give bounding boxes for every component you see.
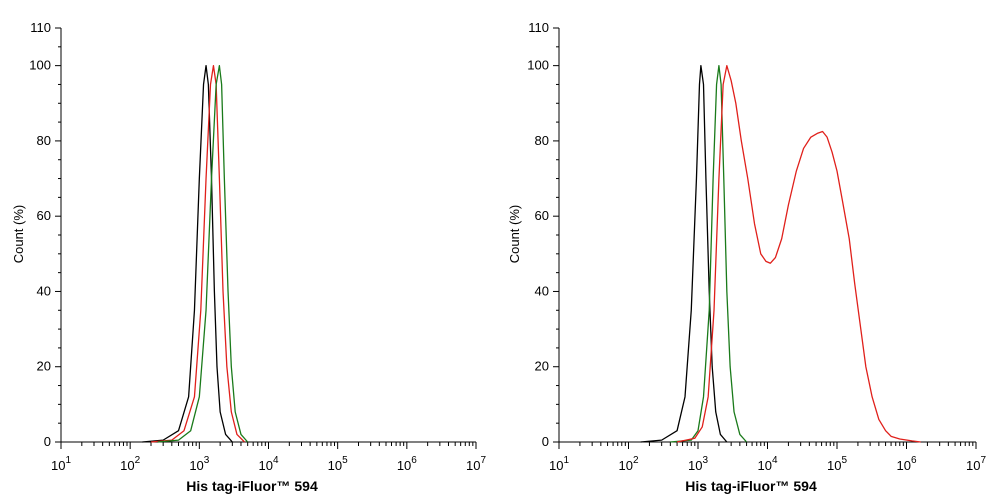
x-tick-label: 102 xyxy=(120,455,140,473)
y-tick-label: 100 xyxy=(29,58,51,73)
series-line-3 xyxy=(157,64,249,443)
y-tick-label: 0 xyxy=(44,434,51,449)
series-line-2 xyxy=(670,64,748,443)
chart-right-xlabel: His tag-iFluor™ 594 xyxy=(685,478,817,494)
x-tick-label: 104 xyxy=(757,455,777,473)
chart-left-xlabel: His tag-iFluor™ 594 xyxy=(186,478,318,494)
y-tick-label: 60 xyxy=(535,208,549,223)
x-tick-label: 105 xyxy=(328,455,348,473)
x-tick-label: 101 xyxy=(549,455,569,473)
x-tick-label: 105 xyxy=(827,455,847,473)
y-tick-label: 110 xyxy=(528,20,549,35)
x-tick-label: 106 xyxy=(397,455,417,473)
y-tick-label: 20 xyxy=(37,359,51,374)
chart-right-ylabel: Count (%) xyxy=(507,205,522,264)
x-tick-label: 104 xyxy=(258,455,278,473)
series-line-1 xyxy=(142,64,233,443)
y-tick-label: 40 xyxy=(37,283,51,298)
chart-left: Count (%) His tag-iFluor™ 594 0 20 40 60 80 1… xyxy=(11,20,486,494)
x-tick-label: 107 xyxy=(466,455,486,473)
y-tick-label: 40 xyxy=(535,283,549,298)
x-tick-label: 102 xyxy=(618,455,638,473)
series-line-2 xyxy=(150,64,245,443)
y-tick-label: 100 xyxy=(527,58,549,73)
y-tick-label: 20 xyxy=(535,359,549,374)
chart-left-ylabel: Count (%) xyxy=(11,205,26,264)
x-tick-label: 103 xyxy=(688,455,708,473)
y-tick-label: 0 xyxy=(542,434,549,449)
y-tick-label: 110 xyxy=(30,20,51,35)
x-tick-label: 101 xyxy=(51,455,71,473)
y-tick-label: 80 xyxy=(37,133,51,148)
y-tick-label: 80 xyxy=(535,133,549,148)
series-line-1 xyxy=(640,64,728,443)
x-tick-label: 103 xyxy=(189,455,209,473)
y-tick-label: 60 xyxy=(37,208,51,223)
x-tick-label: 106 xyxy=(896,455,916,473)
x-tick-label: 107 xyxy=(966,455,986,473)
chart-right: Count (%) His tag-iFluor™ 594 0 20 40 60 80 1… xyxy=(507,20,986,494)
series-line-3 xyxy=(676,64,921,443)
